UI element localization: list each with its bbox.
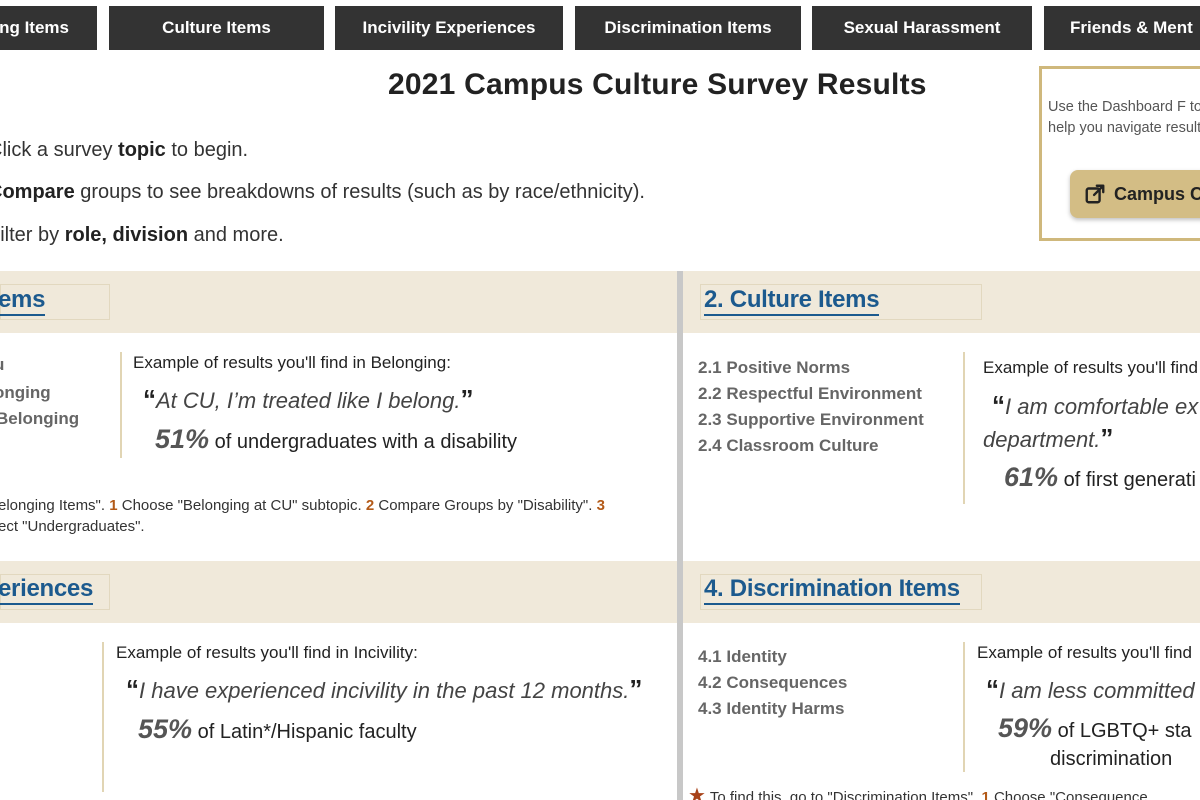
external-link-icon <box>1085 184 1105 204</box>
tab-incivility-experiences[interactable]: Incivility Experiences <box>335 6 563 50</box>
culture-quote-line2: department.” <box>983 423 1114 453</box>
belonging-section-title[interactable]: ems <box>0 286 45 316</box>
culture-title-frame <box>700 284 982 320</box>
instruction-filter: Filter by role, division and more. <box>0 224 284 246</box>
belonging-subtopic-1[interactable]: u <box>0 355 4 375</box>
campus-guide-button-label: Campus C <box>1114 183 1200 204</box>
belonging-header-band <box>0 271 677 333</box>
belonging-stat: 51% of undergraduates with a disability <box>155 424 518 454</box>
incivility-header-band <box>0 561 677 623</box>
incivility-title-frame <box>0 574 110 610</box>
culture-stat: 61% of first generati <box>1004 462 1196 492</box>
incivility-example-rule <box>102 642 104 792</box>
belonging-find-instructions: elonging Items". 1 Choose "Belonging at … <box>0 497 605 535</box>
culture-quote-line1: “I am comfortable ex <box>992 390 1199 420</box>
star-icon: ★ <box>688 785 706 800</box>
page-title: 2021 Campus Culture Survey Results <box>388 68 927 101</box>
belonging-subtopic-2[interactable]: onging <box>0 383 51 402</box>
discrimination-stat: 59% of LGBTQ+ sta <box>998 713 1192 743</box>
discrimination-header-band <box>683 561 1200 623</box>
culture-section-title[interactable]: 2. Culture Items <box>704 286 880 316</box>
belonging-quote: “At CU, I’m treated like I belong.” <box>143 384 474 414</box>
culture-subtopic-3[interactable]: 2.3 Supportive Environment <box>698 410 924 429</box>
tab-culture-items[interactable]: Culture Items <box>109 6 324 50</box>
discrimination-section-title[interactable]: 4. Discrimination Items <box>704 575 960 605</box>
culture-subtopic-2[interactable]: 2.2 Respectful Environment <box>698 384 922 403</box>
incivility-stat: 55% of Latin*/Hispanic faculty <box>138 714 417 744</box>
belonging-example-rule <box>120 352 122 458</box>
discrimination-example-rule <box>963 642 965 772</box>
belonging-subtopic-3[interactable]: Belonging <box>0 409 80 428</box>
culture-example-rule <box>963 352 965 504</box>
dashboard-guide-box: Use the Dashboard F to help you navigate… <box>1039 66 1200 241</box>
discrimination-subtopic-2[interactable]: 4.2 Consequences <box>698 673 848 692</box>
tab-belonging-items[interactable]: ng Items <box>0 6 97 50</box>
column-divider <box>677 271 683 800</box>
discrimination-quote: “I am less committed <box>986 674 1195 704</box>
incivility-section-title[interactable]: eriences <box>0 575 93 605</box>
campus-guide-button[interactable]: Campus C <box>1070 170 1200 218</box>
incivility-quote: “I have experienced incivility in the pa… <box>126 674 643 704</box>
discrimination-subtopic-3[interactable]: 4.3 Identity Harms <box>698 699 845 718</box>
incivility-example-label: Example of results you'll find in Incivi… <box>116 643 418 662</box>
discrimination-stat-line2: discrimination <box>1050 748 1173 770</box>
instruction-topic: Click a survey topic to begin. <box>0 139 249 161</box>
culture-example-label: Example of results you'll find <box>983 358 1198 377</box>
guide-text: Use the Dashboard F to help you navigate… <box>1048 99 1200 136</box>
tab-discrimination-items[interactable]: Discrimination Items <box>575 6 801 50</box>
tab-friends-mentors[interactable]: Friends & Ment <box>1044 6 1200 50</box>
discrimination-subtopic-1[interactable]: 4.1 Identity <box>698 647 787 666</box>
tab-sexual-harassment[interactable]: Sexual Harassment <box>812 6 1032 50</box>
discrimination-find-instructions: ★ To find this, go to "Discrimination It… <box>688 786 1200 800</box>
discrimination-title-frame <box>700 574 982 610</box>
belonging-example-label: Example of results you'll find in Belong… <box>133 353 451 372</box>
discrimination-example-label: Example of results you'll find <box>977 643 1192 662</box>
belonging-title-frame <box>0 284 110 320</box>
culture-subtopic-1[interactable]: 2.1 Positive Norms <box>698 358 851 377</box>
culture-header-band <box>683 271 1200 333</box>
instruction-compare: Compare groups to see breakdowns of resu… <box>0 181 645 203</box>
culture-subtopic-4[interactable]: 2.4 Classroom Culture <box>698 436 879 455</box>
